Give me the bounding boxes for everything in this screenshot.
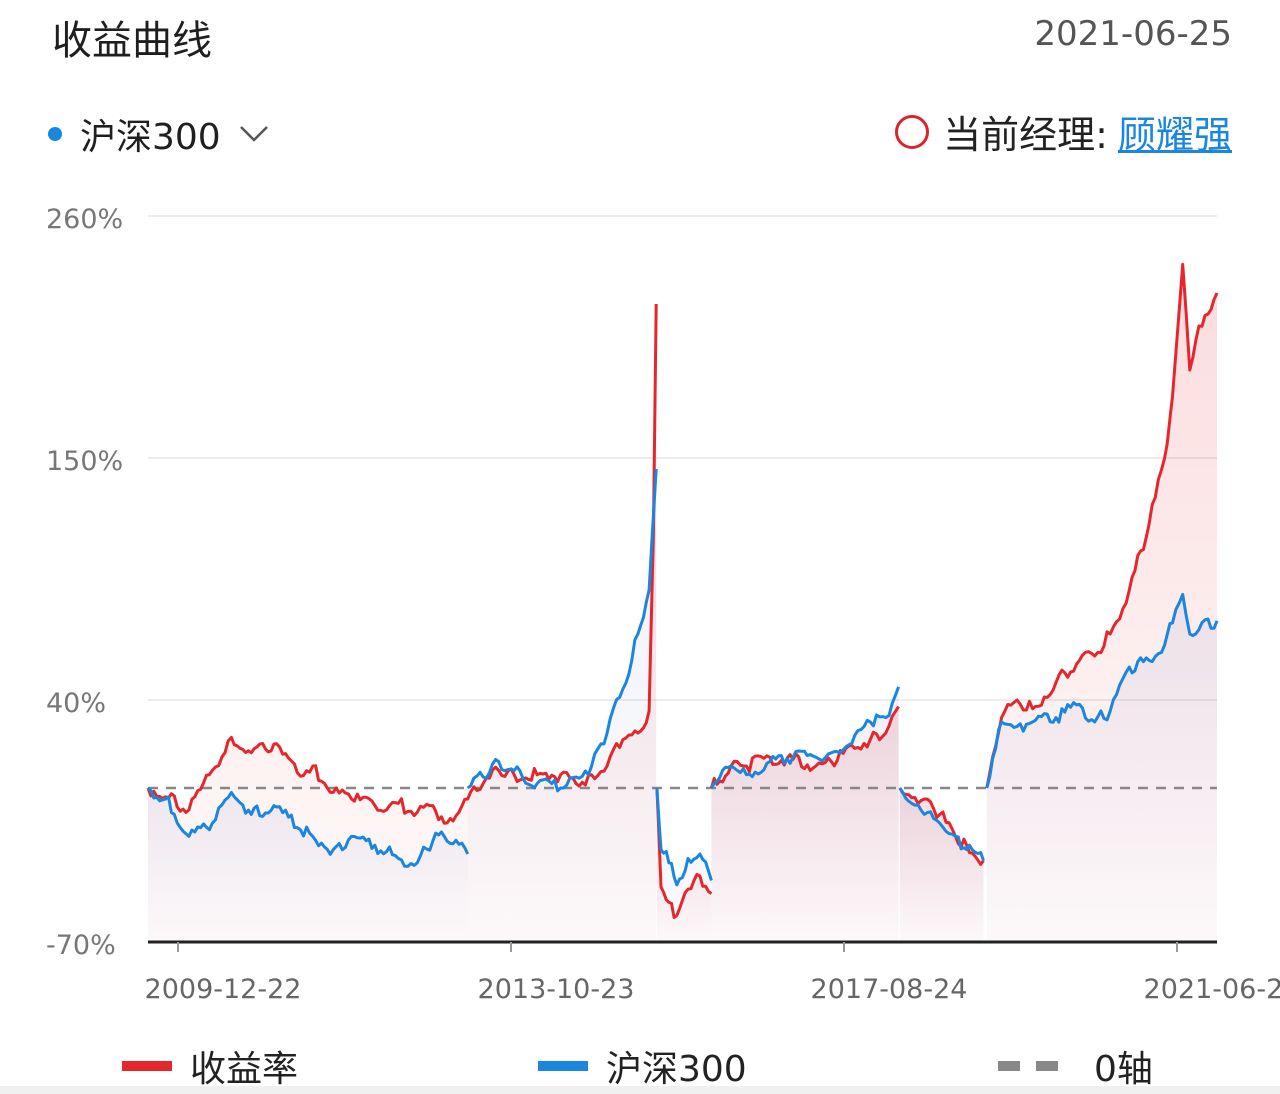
legend-label: 0轴 <box>1094 1049 1153 1090</box>
x-tick-label: 2017-08-24 <box>811 974 968 1005</box>
x-tick-label: 2013-10-23 <box>478 974 635 1005</box>
y-tick-label: 40% <box>46 688 106 719</box>
return-series-line <box>146 303 658 825</box>
page-title: 收益曲线 <box>52 18 212 64</box>
benchmark-label: 沪深300 <box>80 117 221 158</box>
x-tick-label: 2021-06-25 <box>1144 974 1280 1005</box>
chevron-down-icon <box>239 126 268 142</box>
series-area <box>148 788 468 942</box>
manager-label: 当前经理: <box>943 113 1108 157</box>
benchmark-dropdown[interactable]: 沪深300 <box>48 108 269 160</box>
legend-label: 沪深300 <box>606 1049 747 1090</box>
series-area <box>148 304 657 942</box>
return-series-line <box>655 787 713 920</box>
y-tick-label: 150% <box>46 446 123 477</box>
grid-lines <box>148 215 1217 701</box>
hs300-series-line <box>898 787 985 862</box>
legend-item-zero-axis: 0轴 <box>998 1040 1153 1092</box>
y-tick-label: 260% <box>46 204 123 235</box>
current-date: 2021-06-25 <box>1034 14 1232 54</box>
legend-item-return: 收益率 <box>122 1040 298 1092</box>
manager-name-link[interactable]: 顾耀强 <box>1117 113 1232 157</box>
hs300-series-line <box>710 686 901 789</box>
hs300-series-line <box>466 468 658 793</box>
legend-swatch-red <box>122 1061 172 1071</box>
series-area <box>711 686 899 942</box>
return-series-line <box>898 787 985 866</box>
x-tick-labels: 2009-12-22 2013-10-23 2017-08-24 2021-06-25 <box>145 974 1280 1005</box>
y-tick-label: -70% <box>46 930 116 961</box>
legend-dash-icon <box>998 1061 1074 1071</box>
bottom-divider <box>0 1086 1280 1094</box>
legend-swatch-blue <box>538 1061 588 1071</box>
return-series-line <box>985 262 1219 789</box>
series-area <box>986 594 1217 942</box>
circle-marker-icon <box>895 114 930 149</box>
legend-item-hs300: 沪深300 <box>538 1040 747 1092</box>
return-series-line <box>709 705 900 789</box>
y-tick-labels: 260% 150% 40% -70% <box>46 204 123 961</box>
series-area <box>467 469 657 942</box>
hs300-series-line <box>655 787 713 887</box>
benchmark-dot-icon <box>48 127 62 141</box>
return-curve-chart: 260% 150% 40% -70% 2009-12-22 2013-10-23 2017… <box>46 204 1280 1005</box>
area-fills <box>148 264 1217 942</box>
x-ticks <box>177 942 1178 952</box>
manager-info: 当前经理: 顾耀强 <box>895 104 1232 159</box>
hs300-series-line <box>146 786 470 868</box>
series-lines <box>146 262 1219 920</box>
series-area <box>656 788 712 942</box>
series-area <box>899 788 984 942</box>
hs300-series-line <box>985 592 1219 789</box>
x-tick-label: 2009-12-22 <box>145 974 302 1005</box>
legend-label: 收益率 <box>190 1049 299 1090</box>
